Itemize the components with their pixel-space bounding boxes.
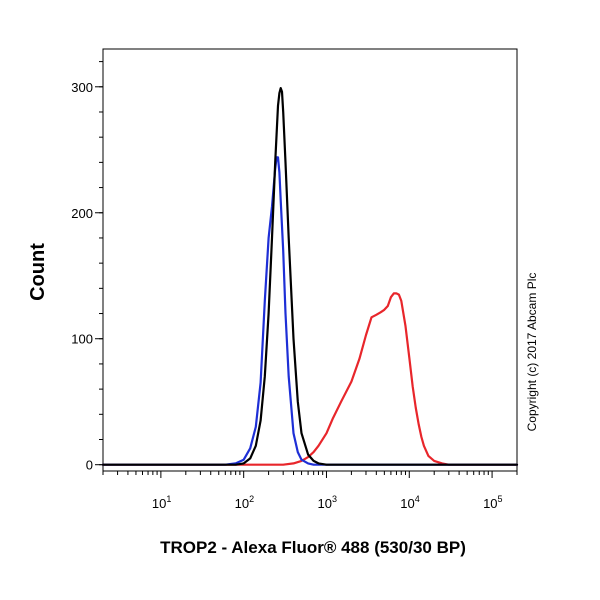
x-minor-ticks (102, 471, 518, 478)
y-tick-label: 300 (71, 80, 93, 95)
series-layer (101, 86, 519, 466)
x-axis-ticks: 101 102 103 104 105 (152, 494, 503, 511)
x-tick-label: 102 (235, 494, 254, 511)
y-axis-ticks: 0 100 200 300 (71, 80, 103, 473)
x-tick-label: 105 (483, 494, 502, 511)
y-minor-ticks (99, 61, 103, 466)
y-tick-label: 0 (86, 458, 93, 473)
series-line-1 (101, 292, 519, 466)
x-tick-label: 101 (152, 494, 171, 511)
x-tick-label: 104 (400, 494, 419, 511)
x-axis-title: TROP2 - Alexa Fluor® 488 (530/30 BP) (160, 538, 466, 557)
x-tick-label: 103 (317, 494, 336, 511)
y-tick-label: 200 (71, 206, 93, 221)
series-line-3 (101, 86, 519, 466)
y-tick-label: 100 (71, 332, 93, 347)
copyright-annotation: Copyright (c) 2017 Abcam Plc (525, 273, 539, 432)
series-line-2 (101, 156, 519, 466)
plot-frame (102, 48, 518, 472)
y-axis-title: Count (27, 243, 49, 301)
